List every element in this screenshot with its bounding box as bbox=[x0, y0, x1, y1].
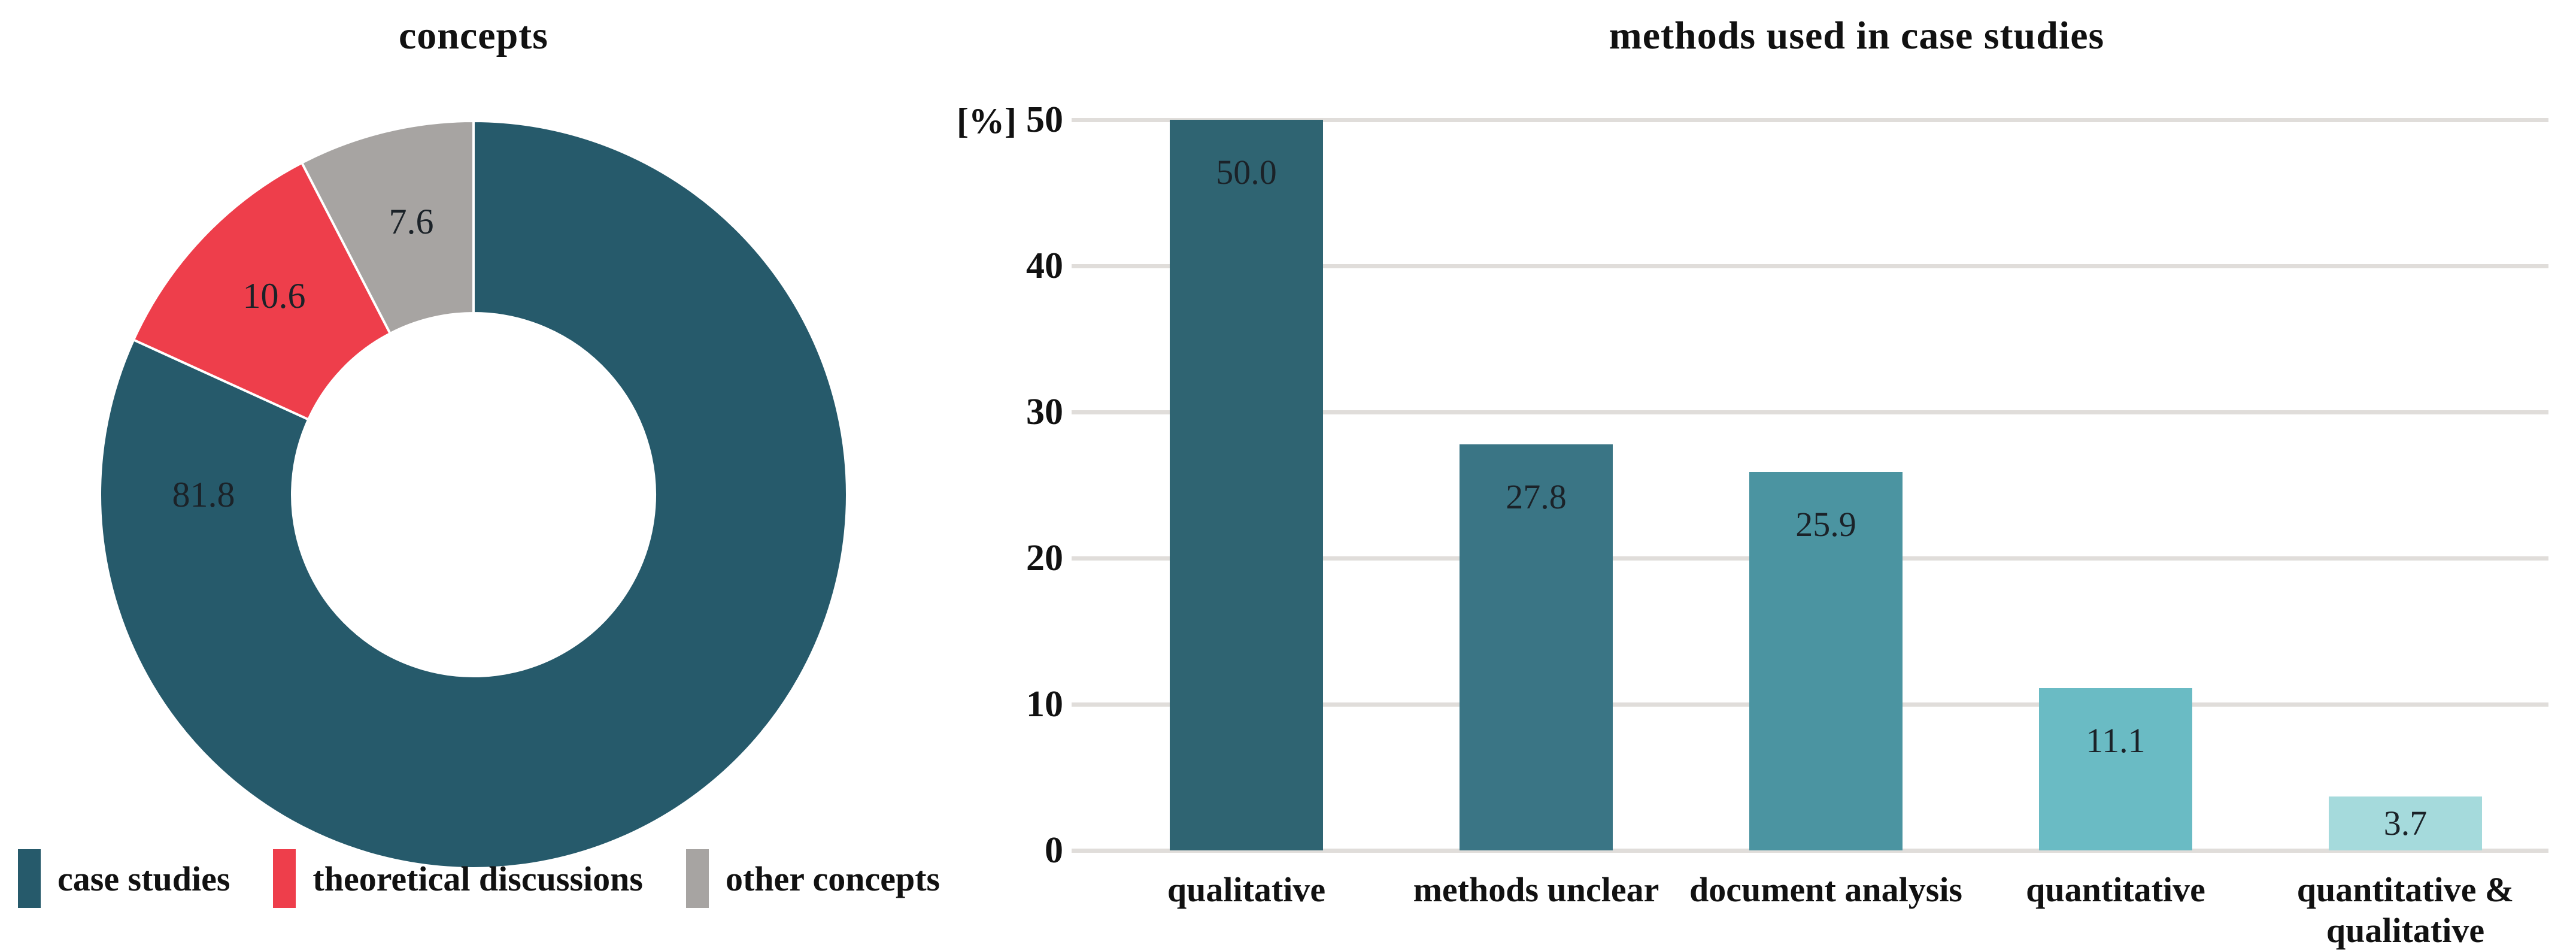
bar-slot: 50.0 bbox=[1102, 120, 1391, 850]
donut-slice-case-studies[interactable] bbox=[99, 120, 848, 870]
y-tick-0: 0 bbox=[1045, 830, 1063, 871]
legend-label-other-concepts: other concepts bbox=[725, 859, 940, 898]
bar-quantitative-and-qualitative[interactable]: 3.7 bbox=[2329, 796, 2482, 850]
bar-value-label: 50.0 bbox=[1216, 153, 1277, 192]
legend-item-case-studies[interactable]: case studies bbox=[18, 849, 230, 908]
bar-slot: 11.1 bbox=[1971, 120, 2261, 850]
y-tick-20: 20 bbox=[1026, 538, 1063, 579]
bar-qualitative[interactable]: 50.0 bbox=[1170, 120, 1323, 850]
donut-chart: 81.8 10.6 7.6 bbox=[99, 120, 848, 870]
bar-methods-unclear[interactable]: 27.8 bbox=[1460, 444, 1613, 850]
y-tick-40: 40 bbox=[1026, 246, 1063, 286]
bar-quantitative[interactable]: 11.1 bbox=[2039, 688, 2192, 850]
legend-swatch-theoretical-discussions bbox=[273, 849, 296, 908]
category-label-methods-unclear: methods unclear bbox=[1413, 870, 1659, 909]
x-axis-category-labels: qualitative methods unclear document ana… bbox=[1102, 870, 2550, 951]
bar-document-analysis[interactable]: 25.9 bbox=[1749, 472, 1903, 850]
category-label-qualitative: qualitative bbox=[1167, 870, 1326, 909]
bar-value-label: 11.1 bbox=[2086, 721, 2146, 761]
bar-value-label: 3.7 bbox=[2383, 803, 2428, 843]
legend-label-theoretical-discussions: theoretical discussions bbox=[312, 859, 643, 898]
donut-value-theoretical-discussions: 10.6 bbox=[243, 276, 306, 316]
donut-value-case-studies: 81.8 bbox=[172, 475, 235, 514]
bar-slot: 27.8 bbox=[1391, 120, 1681, 850]
legend-label-case-studies: case studies bbox=[57, 859, 230, 898]
gridline-0-baseline bbox=[1072, 849, 2548, 853]
legend-swatch-case-studies bbox=[18, 849, 41, 908]
y-tick-30: 30 bbox=[1026, 392, 1063, 432]
gridline-30 bbox=[1072, 410, 2548, 414]
bar-value-label: 27.8 bbox=[1506, 477, 1567, 516]
donut-value-other-concepts: 7.6 bbox=[389, 202, 434, 241]
donut-legend: case studies theoretical discussions oth… bbox=[18, 849, 940, 908]
gridline-40 bbox=[1072, 264, 2548, 268]
category-label-quantitative: quantitative bbox=[2026, 870, 2205, 909]
bar-chart-title: methods used in case studies bbox=[1609, 14, 2105, 57]
donut-slice-other-concepts[interactable] bbox=[300, 120, 475, 335]
gridline-50 bbox=[1072, 118, 2548, 122]
y-tick-10: 10 bbox=[1026, 684, 1063, 725]
bar-plot-area: 50.0 27.8 25.9 11.1 3.7 bbox=[1102, 120, 2550, 850]
bar-slot: 3.7 bbox=[2261, 120, 2550, 850]
legend-item-theoretical-discussions[interactable]: theoretical discussions bbox=[273, 849, 643, 908]
y-tick-50: 50 bbox=[1026, 99, 1063, 140]
y-axis-unit-label: [%] bbox=[957, 101, 1017, 141]
category-label-quantitative-and-qualitative: quantitative & qualitative bbox=[2296, 870, 2514, 950]
category-label-document-analysis: document analysis bbox=[1689, 870, 1962, 909]
donut-chart-title: concepts bbox=[399, 14, 548, 57]
bar-value-label: 25.9 bbox=[1795, 505, 1856, 544]
donut-slice-theoretical-discussions[interactable] bbox=[132, 161, 392, 422]
legend-swatch-other-concepts bbox=[685, 849, 709, 908]
bar-slot: 25.9 bbox=[1681, 120, 1971, 850]
legend-item-other-concepts[interactable]: other concepts bbox=[685, 849, 940, 908]
